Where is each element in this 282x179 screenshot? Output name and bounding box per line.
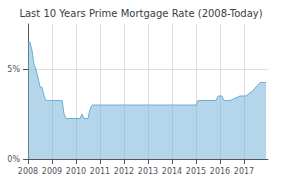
svg-text:0%: 0%	[7, 155, 20, 164]
svg-text:Last 10 Years Prime Mortgage R: Last 10 Years Prime Mortgage Rate (2008-…	[19, 8, 262, 19]
svg-text:2016: 2016	[210, 167, 230, 176]
svg-text:2010: 2010	[66, 167, 86, 176]
svg-text:2011: 2011	[90, 167, 110, 176]
svg-text:2014: 2014	[162, 167, 182, 176]
svg-text:2009: 2009	[42, 167, 62, 176]
svg-text:2012: 2012	[114, 167, 134, 176]
svg-text:2013: 2013	[138, 167, 158, 176]
svg-text:5%: 5%	[7, 65, 20, 74]
svg-text:2017: 2017	[234, 167, 254, 176]
svg-text:2015: 2015	[186, 167, 206, 176]
svg-text:2008: 2008	[18, 167, 38, 176]
